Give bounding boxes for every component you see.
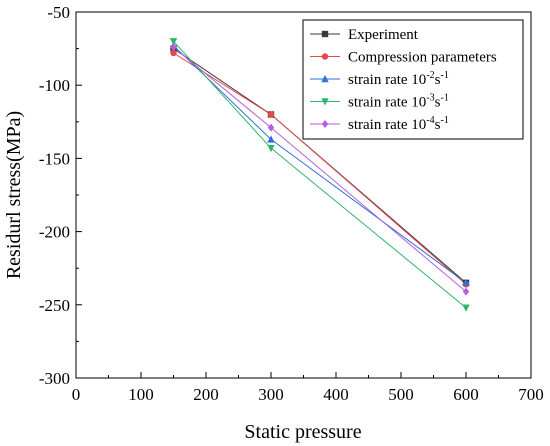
x-tick-label: 200: [193, 385, 219, 404]
x-tick-label: 600: [453, 385, 479, 404]
legend-entry: strain rate 10-2s-1: [348, 70, 449, 88]
y-tick-label: -250: [39, 296, 70, 315]
data-point: [462, 278, 470, 287]
y-tick-label: -100: [39, 76, 70, 95]
data-point: [170, 43, 177, 52]
y-tick-label: -300: [39, 369, 70, 388]
data-point: [462, 304, 470, 312]
x-tick-label: 0: [72, 385, 81, 404]
data-point: [462, 287, 470, 296]
legend-entry: strain rate 10-3s-1: [348, 93, 449, 111]
x-axis-title: Static pressure: [244, 421, 361, 443]
x-tick-label: 400: [323, 385, 349, 404]
legend-marker: [321, 30, 329, 38]
legend-entry: Experiment: [348, 27, 419, 43]
x-tick-label: 300: [258, 385, 284, 404]
y-tick-label: -200: [39, 223, 70, 242]
data-point: [170, 49, 177, 57]
y-tick-label: -150: [39, 149, 70, 168]
legend-entry: strain rate 10-4s-1: [348, 115, 449, 133]
data-point: [267, 123, 275, 132]
legend-marker: [321, 53, 329, 60]
x-tick-label: 500: [388, 385, 414, 404]
legend-marker: [321, 98, 329, 106]
x-tick-label: 100: [128, 385, 154, 404]
x-tick-label: 700: [518, 385, 544, 404]
legend-marker: [321, 120, 329, 128]
legend-entry: Compression parameters: [348, 50, 497, 66]
legend-marker: [321, 75, 329, 83]
y-tick-label: -50: [47, 3, 70, 22]
data-point: [267, 135, 275, 143]
y-axis-title: Residurl stress(MPa): [3, 111, 25, 279]
axis-ticks: 0 100 200 300 400 500 600 700 -300 -250 -200 -150 -1…: [39, 3, 544, 404]
data-point: [267, 111, 275, 118]
series-markers: [169, 38, 470, 312]
data-point: [169, 38, 178, 46]
legend: Experiment Compression parameters strain r…: [302, 19, 524, 140]
data-point: [267, 144, 275, 153]
